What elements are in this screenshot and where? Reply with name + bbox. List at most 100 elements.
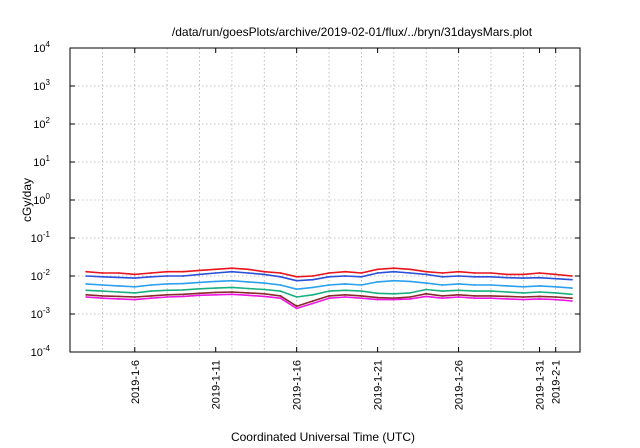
series-point — [473, 275, 476, 278]
series-point — [376, 272, 379, 274]
series-point — [263, 282, 266, 284]
series-point — [328, 272, 330, 274]
series-point — [506, 295, 508, 298]
series-point — [133, 298, 136, 301]
series-point — [457, 283, 460, 285]
series-point — [263, 292, 266, 295]
series-point — [263, 295, 266, 298]
series-point — [522, 273, 525, 276]
series-point — [571, 275, 573, 277]
x-tick-label: 2019-1-26 — [454, 360, 466, 410]
series-point — [295, 305, 298, 308]
y-tick-label: 102 — [33, 116, 50, 131]
x-tick-label: 2019-1-21 — [373, 360, 385, 410]
series-point — [506, 276, 508, 279]
series-point — [571, 278, 573, 281]
series-point — [133, 285, 136, 288]
series-point — [360, 297, 363, 300]
series-point — [133, 273, 136, 276]
series-point — [279, 295, 282, 297]
series-point — [538, 298, 541, 300]
series-point — [409, 296, 411, 298]
series-point — [392, 297, 395, 300]
series-point — [328, 297, 330, 300]
y-tick-label: 104 — [33, 40, 50, 55]
series-point — [425, 282, 428, 284]
series-point — [279, 272, 282, 274]
series-point — [522, 277, 525, 279]
series-point — [214, 291, 217, 294]
series-point — [376, 281, 379, 283]
series-point — [473, 295, 476, 297]
series-point — [247, 268, 250, 271]
series-point — [231, 270, 233, 273]
series-point — [295, 275, 298, 278]
series-point — [279, 290, 282, 292]
series-point — [166, 283, 169, 285]
series-point — [522, 292, 525, 294]
y-tick-label: 10-1 — [31, 230, 51, 245]
axis-ticks: 10-4 10-3 10-2 10-1 100 101 102 103 104 2019-1-6 2… — [31, 40, 580, 410]
series-point — [344, 283, 347, 285]
y-tick-label: 101 — [33, 154, 50, 169]
series-point — [182, 275, 185, 277]
series-point — [312, 293, 314, 296]
series-point — [85, 289, 88, 292]
series-point — [522, 285, 525, 288]
series-point — [117, 291, 120, 293]
series-point — [198, 294, 201, 297]
series-point — [247, 294, 250, 297]
series-point — [182, 293, 185, 296]
series-point — [425, 270, 428, 273]
series-point — [312, 278, 314, 281]
series-point — [150, 295, 152, 297]
series-point — [214, 293, 217, 296]
series-point — [538, 295, 541, 298]
series-point — [117, 285, 120, 287]
series-point — [441, 297, 444, 300]
series-point — [344, 270, 347, 273]
series-point — [538, 285, 541, 287]
x-tick-label: 2019-1-31 — [535, 360, 547, 410]
series-point — [182, 295, 185, 298]
series-point — [85, 275, 88, 277]
series-point — [571, 297, 573, 300]
series-point — [101, 290, 104, 292]
series-point — [150, 275, 152, 278]
series-point — [263, 273, 266, 276]
series-point — [376, 292, 379, 295]
series-point — [473, 290, 476, 292]
series-point — [506, 291, 508, 293]
series-point — [360, 290, 363, 292]
series-point — [85, 296, 88, 298]
chart-title: /data/run/goesPlots/archive/2019-02-01/f… — [172, 25, 533, 39]
series-point — [247, 287, 250, 290]
series-point — [328, 295, 330, 297]
series-point — [231, 267, 233, 270]
series-point — [538, 291, 541, 293]
series-point — [101, 284, 104, 286]
series-point — [490, 297, 492, 300]
series-point — [101, 297, 104, 300]
series-point — [490, 275, 492, 278]
series-point — [117, 272, 120, 274]
series-point — [571, 300, 573, 302]
series-point — [506, 298, 508, 300]
series-point — [328, 284, 330, 286]
series-point — [214, 287, 217, 289]
series-point — [522, 296, 525, 298]
series-group — [85, 267, 573, 310]
series-point — [182, 289, 185, 291]
series-point — [150, 272, 152, 274]
series-point — [344, 289, 347, 292]
series-point — [312, 275, 314, 277]
series-point — [117, 295, 120, 298]
series-point — [490, 284, 492, 286]
series-point — [554, 296, 557, 298]
series-point — [425, 292, 428, 295]
series-point — [295, 296, 298, 298]
series-point — [101, 272, 104, 274]
series-point — [538, 272, 541, 274]
series-point — [490, 290, 492, 292]
